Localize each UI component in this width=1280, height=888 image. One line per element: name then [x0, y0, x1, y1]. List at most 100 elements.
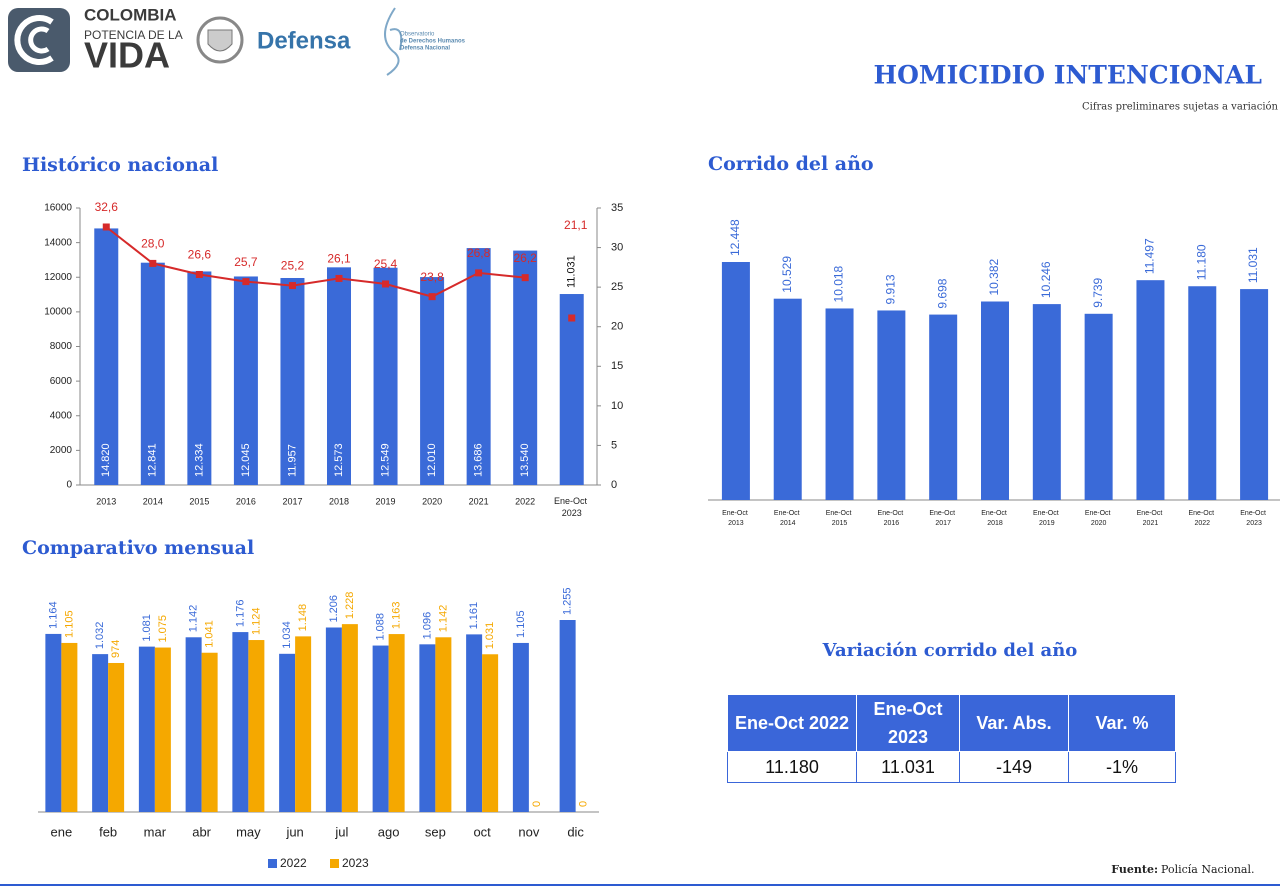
rate-marker [428, 293, 436, 301]
bar-value-label: 0 [578, 801, 590, 807]
bar [721, 262, 750, 500]
label-line: 2017 [935, 520, 951, 527]
x-tick-label: Ene-Oct 2015 [826, 510, 854, 527]
x-tick-label: nov [518, 824, 539, 839]
y-tick-label: 14000 [44, 237, 72, 248]
bar-value-label: 1.096 [421, 612, 433, 640]
legend-swatch [330, 859, 339, 868]
ministry: Defensa [257, 27, 351, 54]
x-tick-label: Ene-Oct 2013 [722, 510, 750, 527]
label-line: Ene-Oct [1137, 510, 1165, 517]
bar-value-label: 11.957 [286, 444, 298, 477]
chart-title: Corrido del año [708, 153, 874, 175]
rate-marker [288, 282, 296, 290]
bar-value-label: 10.246 [1039, 261, 1053, 298]
bar [877, 310, 906, 500]
label-line: Ene-Oct [1085, 510, 1113, 517]
rate-label: 21,1 [564, 218, 588, 232]
rate-label: 26,6 [188, 248, 212, 262]
y2-tick-label: 0 [611, 479, 617, 491]
x-tick-label: Ene-Oct 2023 [1240, 510, 1268, 527]
y-tick-label: 16000 [44, 203, 72, 214]
bar [420, 277, 445, 485]
label-line: 2023 [562, 508, 582, 518]
logo-text: VIDA [84, 35, 170, 76]
bar-value-label: 1.163 [391, 602, 403, 630]
bar-value-label: 1.228 [344, 592, 356, 620]
bar-value-label: 1.255 [562, 587, 574, 615]
bar [1136, 280, 1165, 500]
y-tick-label: 8000 [50, 341, 73, 352]
label-line: Ene-Oct [554, 496, 590, 506]
bar-value-label: 9.913 [884, 274, 898, 304]
bar-value-label: 1.105 [63, 610, 75, 638]
bar-value-label: 1.206 [328, 595, 340, 623]
source-text: Policía Nacional. [1161, 863, 1255, 876]
x-tick-label: Ene-Oct 2019 [1033, 510, 1061, 527]
x-tick-label: 2014 [143, 496, 163, 506]
x-tick-label: Ene-Oct 2023 [554, 496, 590, 518]
bar [466, 634, 483, 812]
bar-value-label: 12.549 [379, 443, 391, 477]
bar [559, 620, 576, 812]
bar [373, 267, 398, 485]
page-title: HOMICIDIO INTENCIONAL [874, 61, 1263, 90]
y2-tick-label: 10 [611, 400, 623, 412]
rate-marker [195, 270, 203, 278]
label-line: 2016 [884, 520, 900, 527]
logo-arc [14, 15, 54, 65]
label-line: Ene-Oct [722, 510, 750, 517]
label-line: 2015 [832, 520, 848, 527]
label-line: 2019 [1039, 520, 1055, 527]
x-tick-label: 2021 [469, 496, 489, 506]
label-line: 2022 [1194, 520, 1210, 527]
label-line: Ene-Oct [929, 510, 957, 517]
x-tick-label: mar [144, 824, 167, 839]
bar [482, 654, 499, 812]
y-tick-label: 6000 [50, 376, 73, 387]
y-tick-label: 4000 [50, 410, 73, 421]
x-tick-label: Ene-Oct 2017 [929, 510, 957, 527]
table-cell: 11.031 [856, 751, 960, 783]
bar [1084, 313, 1113, 500]
y2-tick-label: 20 [611, 321, 623, 333]
bar [187, 271, 212, 485]
rate-marker [149, 259, 157, 267]
bar [325, 627, 342, 812]
label-line: 2023 [1246, 520, 1262, 527]
x-tick-label: 2019 [376, 496, 396, 506]
bar-value-label: 9.698 [935, 278, 949, 308]
bar-value-label: 12.045 [240, 443, 252, 477]
bar [388, 634, 405, 812]
label-line: Ene-Oct [826, 510, 854, 517]
bar-value-label: 12.841 [147, 443, 159, 477]
label-line: 2021 [1143, 520, 1159, 527]
table-title: Variación corrido del año [822, 640, 1078, 661]
table-row: 11.180 11.031 -149 -1% [727, 751, 1176, 783]
bar [108, 662, 125, 812]
bar [279, 653, 296, 812]
x-tick-label: Ene-Oct 2021 [1137, 510, 1165, 527]
bar [92, 654, 109, 812]
variation-table: Ene-Oct 2022 Ene-Oct 2023 Var. Abs. Var.… [727, 694, 1176, 783]
y2-tick-label: 30 [611, 241, 623, 253]
bar-value-label: 1.164 [47, 601, 59, 629]
bar [1188, 286, 1217, 500]
coat-of-arms [207, 29, 233, 52]
bar [185, 637, 202, 812]
x-tick-label: ago [378, 824, 400, 839]
label-line: 2013 [728, 520, 744, 527]
label-line: Ene-Oct [981, 510, 1009, 517]
bar [981, 301, 1009, 500]
rate-label: 23,8 [420, 270, 444, 284]
label-line: Ene-Oct [1240, 510, 1268, 517]
bar [419, 644, 436, 812]
bar-value-label: 1.081 [141, 614, 153, 642]
bar [280, 277, 305, 485]
y2-tick-label: 5 [611, 439, 617, 451]
bar-value-label: 11.031 [1246, 247, 1260, 283]
bar-value-label: 10.529 [780, 256, 794, 293]
bar [94, 228, 119, 485]
